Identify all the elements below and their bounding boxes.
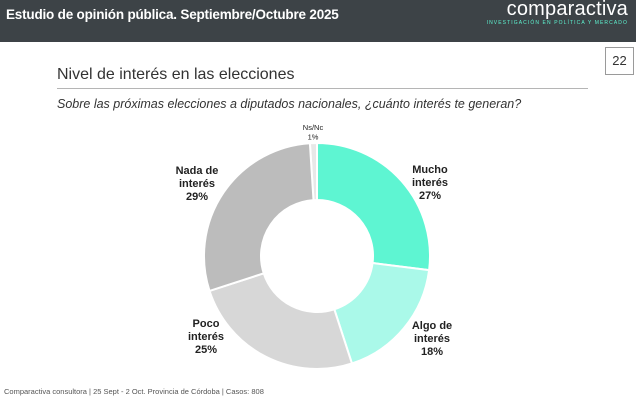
survey-question: Sobre las próximas elecciones a diputado… bbox=[57, 97, 522, 111]
label-nada-de-inter-s: Nada de interés 29% bbox=[176, 165, 219, 203]
study-title: Estudio de opinión pública. Septiembre/O… bbox=[6, 7, 339, 22]
label-ns-nc: Ns/Nc 1% bbox=[303, 123, 324, 142]
page-number: 22 bbox=[605, 47, 634, 75]
slice-algo-de-inter-s bbox=[333, 261, 431, 365]
label-poco-inter-s: Poco interés 25% bbox=[188, 318, 224, 356]
slice-nada-de-inter-s bbox=[203, 142, 315, 293]
header-bar: Estudio de opinión pública. Septiembre/O… bbox=[0, 0, 636, 42]
section-title: Nivel de interés en las elecciones bbox=[57, 66, 295, 83]
title-divider bbox=[57, 88, 588, 89]
brand-tagline: INVESTIGACIÓN EN POLÍTICA Y MERCADO bbox=[486, 20, 628, 26]
footer-source: Comparactiva consultora | 25 Sept - 2 Oc… bbox=[4, 387, 264, 396]
slice-mucho-inter-s bbox=[316, 141, 431, 272]
brand-logo: comparactiva bbox=[506, 0, 628, 20]
label-algo-de-inter-s: Algo de interés 18% bbox=[412, 320, 452, 358]
slice-poco-inter-s bbox=[208, 272, 354, 370]
label-mucho-inter-s: Mucho interés 27% bbox=[412, 164, 448, 202]
